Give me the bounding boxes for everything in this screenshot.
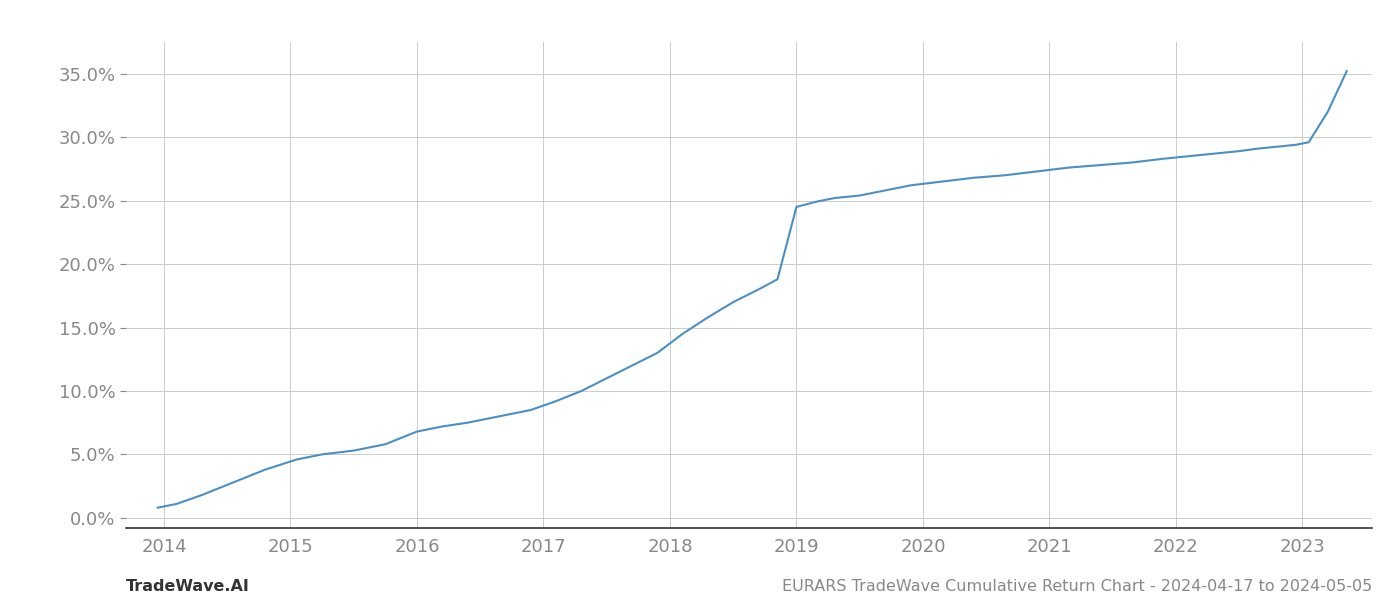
Text: TradeWave.AI: TradeWave.AI — [126, 579, 249, 594]
Text: EURARS TradeWave Cumulative Return Chart - 2024-04-17 to 2024-05-05: EURARS TradeWave Cumulative Return Chart… — [781, 579, 1372, 594]
